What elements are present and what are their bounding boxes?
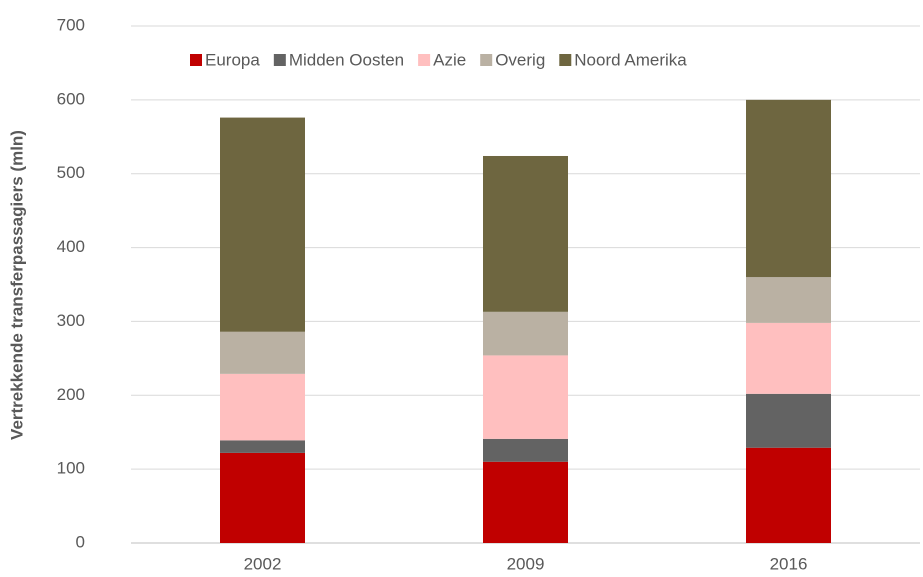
bar-segment: [220, 452, 305, 543]
legend-swatch: [273, 54, 286, 66]
bar-segment: [746, 99, 831, 278]
legend-swatch: [190, 54, 202, 66]
bar-segment: [220, 440, 305, 453]
y-tick-label: 300: [57, 311, 85, 330]
legend-swatch: [559, 54, 572, 66]
bar-segment: [220, 117, 305, 332]
bar-segment: [483, 438, 568, 462]
y-tick-label: 700: [57, 15, 85, 34]
bar-segment: [746, 393, 831, 448]
y-tick-label: 200: [57, 385, 85, 404]
bar-segment: [746, 277, 831, 323]
bar-segment: [746, 447, 831, 543]
bar-segment: [483, 461, 568, 543]
y-tick-label: 100: [57, 459, 85, 478]
bar-segment: [746, 322, 831, 394]
y-tick-label: 400: [57, 237, 85, 256]
legend-label: Noord Amerika: [574, 50, 687, 69]
bar-segment: [483, 311, 568, 356]
bar-segment: [220, 373, 305, 441]
legend-label: Midden Oosten: [289, 50, 404, 69]
x-tick-label: 2016: [770, 554, 808, 573]
y-tick-label: 500: [57, 163, 85, 182]
bar-segment: [220, 331, 305, 374]
bar-segment: [483, 155, 568, 312]
legend-swatch: [480, 54, 493, 66]
legend-label: Overig: [495, 50, 545, 69]
x-tick-label: 2009: [507, 554, 545, 573]
y-axis-title: Vertrekkende transferpassagiers (mln): [7, 130, 26, 440]
x-tick-label: 2002: [244, 554, 282, 573]
y-tick-label: 600: [57, 89, 85, 108]
legend-label: Azie: [433, 50, 466, 69]
legend-swatch: [418, 54, 431, 66]
y-tick-label: 0: [76, 532, 85, 551]
bar-segment: [483, 355, 568, 439]
legend-label: Europa: [205, 50, 260, 69]
